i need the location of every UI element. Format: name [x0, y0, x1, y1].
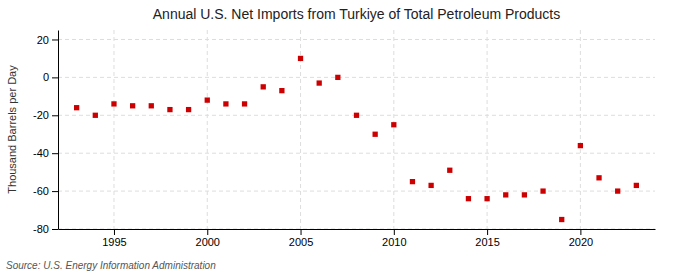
tick-label: 0 [43, 71, 49, 83]
grid-line-y [58, 77, 655, 78]
grid-line-x [207, 30, 208, 229]
point [111, 101, 116, 106]
point [335, 75, 340, 80]
axis-line [59, 229, 656, 230]
point [522, 192, 527, 197]
tick-mark [487, 229, 488, 235]
tick-label: 2015 [475, 236, 499, 248]
tick: 1995 [102, 229, 126, 248]
grid-line-y [58, 229, 655, 230]
x-axis: 1995 2000 2005 2010 2015 2020 [59, 229, 656, 248]
tick-label: 20 [37, 33, 49, 45]
point [186, 107, 191, 112]
point [428, 183, 433, 188]
point [447, 168, 452, 173]
point [484, 196, 489, 201]
annotation: Source: U.S. Energy Information Administ… [6, 260, 216, 271]
tick-label: -20 [33, 109, 49, 121]
point [540, 188, 545, 193]
point [503, 192, 508, 197]
tick-mark [52, 191, 58, 192]
tick-label: -60 [33, 185, 49, 197]
tick-mark [114, 229, 115, 235]
point [410, 179, 415, 184]
tick: 2000 [196, 229, 220, 248]
tick-mark [52, 115, 58, 116]
point [205, 97, 210, 102]
tick-mark [52, 39, 58, 40]
tick-label: 2020 [569, 236, 593, 248]
point [317, 80, 322, 85]
point [634, 183, 639, 188]
grid-line-y [58, 39, 655, 40]
points [74, 56, 639, 222]
point [223, 101, 228, 106]
tick-mark [580, 229, 581, 235]
tick-label: -80 [33, 223, 49, 235]
point [167, 107, 172, 112]
point [261, 84, 266, 89]
tick-label: 2005 [289, 236, 313, 248]
plot: 1995 2000 2005 2010 2015 2020 -80 -60 -40 -20 0 20 [33, 30, 655, 248]
point [466, 196, 471, 201]
tick-mark [52, 153, 58, 154]
tick: -60 [33, 185, 58, 197]
tick: 20 [37, 33, 58, 45]
tick: -40 [33, 147, 58, 159]
point [74, 105, 79, 110]
point [578, 143, 583, 148]
tick-mark [301, 229, 302, 235]
point [298, 56, 303, 61]
tick-label: 2000 [196, 236, 220, 248]
y-axis: -80 -60 -40 -20 0 20 [33, 31, 58, 236]
point [130, 103, 135, 108]
point [149, 103, 154, 108]
grid-line-y [58, 191, 655, 192]
tick-mark [394, 229, 395, 235]
tick: 2020 [569, 229, 593, 248]
tick: -80 [33, 223, 58, 235]
point [391, 122, 396, 127]
point [615, 188, 620, 193]
tick-mark [52, 229, 58, 230]
grid [58, 30, 655, 229]
point [354, 113, 359, 118]
title: Annual U.S. Net Imports from Turkiye of … [153, 6, 560, 22]
point [242, 101, 247, 106]
tick: -20 [33, 109, 58, 121]
chart: 1995 2000 2005 2010 2015 2020 -80 -60 -40 -20 0 20 A… [0, 0, 675, 275]
tick: 2005 [289, 229, 313, 248]
grid-line-x [580, 30, 581, 229]
y-axis-label: Thousand Barrels per Day [6, 65, 18, 194]
point [373, 132, 378, 137]
tick-mark [52, 77, 58, 78]
point [279, 88, 284, 93]
point [559, 217, 564, 222]
grid-line-x [113, 30, 114, 229]
point [596, 175, 601, 180]
tick: 2015 [475, 229, 499, 248]
tick: 2010 [382, 229, 406, 248]
grid-line-y [58, 153, 655, 154]
tick-label: 1995 [102, 236, 126, 248]
grid-line-x [393, 30, 394, 229]
tick-label: -40 [33, 147, 49, 159]
axis-line [58, 31, 59, 230]
tick: 0 [43, 71, 58, 83]
tick-label: 2010 [382, 236, 406, 248]
tick-mark [207, 229, 208, 235]
point [93, 113, 98, 118]
